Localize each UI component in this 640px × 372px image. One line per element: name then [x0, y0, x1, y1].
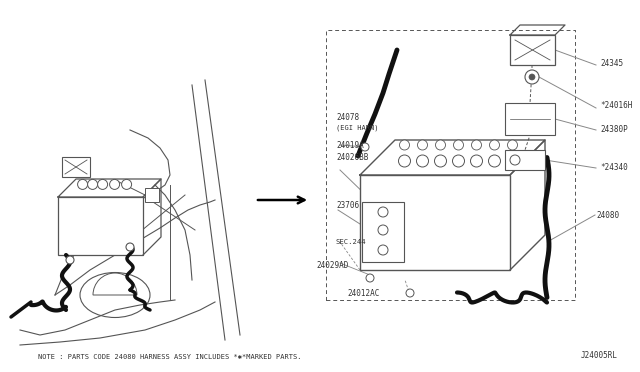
Circle shape — [66, 256, 74, 264]
Circle shape — [378, 225, 388, 235]
Circle shape — [366, 274, 374, 282]
FancyBboxPatch shape — [505, 150, 545, 170]
Circle shape — [454, 140, 463, 150]
Circle shape — [109, 179, 120, 189]
Circle shape — [406, 289, 414, 297]
Text: J24005RL: J24005RL — [581, 351, 618, 360]
Circle shape — [417, 140, 428, 150]
Text: *24016H: *24016H — [600, 100, 632, 109]
Text: *24340: *24340 — [600, 164, 628, 173]
Text: 24080: 24080 — [596, 211, 619, 219]
Text: (EGI HARN): (EGI HARN) — [336, 125, 378, 131]
Text: 24012AC: 24012AC — [348, 289, 380, 298]
Circle shape — [77, 179, 88, 189]
Text: NOTE : PARTS CODE 24080 HARNESS ASSY INCLUDES *✱*MARKED PARTS.: NOTE : PARTS CODE 24080 HARNESS ASSY INC… — [38, 354, 301, 360]
Circle shape — [510, 155, 520, 165]
Circle shape — [126, 243, 134, 251]
Text: SEC.244: SEC.244 — [336, 239, 367, 245]
Text: 24026BB: 24026BB — [336, 154, 369, 163]
Text: 23706: 23706 — [336, 201, 359, 209]
Text: 24345: 24345 — [600, 58, 623, 67]
FancyBboxPatch shape — [505, 103, 555, 135]
Text: 24029AD: 24029AD — [316, 260, 348, 269]
Circle shape — [506, 155, 518, 167]
Circle shape — [97, 179, 108, 189]
Circle shape — [529, 74, 535, 80]
FancyBboxPatch shape — [510, 35, 555, 65]
Circle shape — [508, 140, 518, 150]
Text: 24078: 24078 — [336, 113, 359, 122]
FancyBboxPatch shape — [145, 188, 159, 202]
FancyBboxPatch shape — [360, 175, 510, 270]
Circle shape — [399, 155, 410, 167]
Text: 24019A: 24019A — [336, 141, 364, 150]
Circle shape — [122, 179, 132, 189]
Circle shape — [488, 155, 500, 167]
Circle shape — [378, 245, 388, 255]
Circle shape — [525, 70, 539, 84]
Circle shape — [435, 140, 445, 150]
FancyBboxPatch shape — [362, 202, 404, 262]
Circle shape — [88, 179, 97, 189]
FancyBboxPatch shape — [62, 157, 90, 177]
Circle shape — [399, 140, 410, 150]
Circle shape — [417, 155, 429, 167]
Circle shape — [472, 140, 481, 150]
Circle shape — [452, 155, 465, 167]
FancyBboxPatch shape — [58, 197, 143, 255]
Circle shape — [378, 207, 388, 217]
Circle shape — [361, 143, 369, 151]
Circle shape — [490, 140, 499, 150]
Circle shape — [435, 155, 447, 167]
Text: 24380P: 24380P — [600, 125, 628, 135]
Circle shape — [470, 155, 483, 167]
